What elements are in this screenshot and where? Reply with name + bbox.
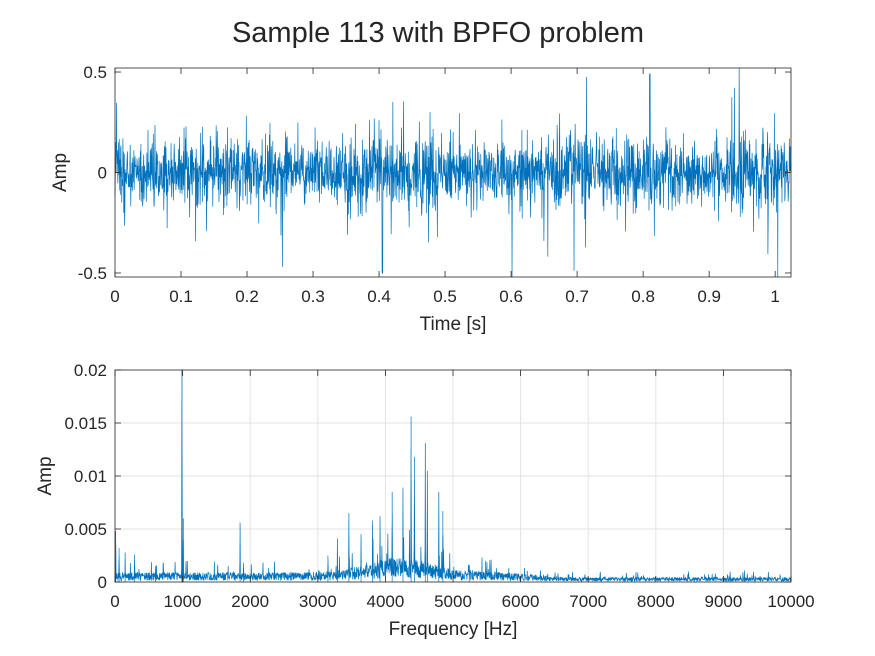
x-axis-label: Frequency [Hz]	[389, 619, 518, 640]
x-tick-label: 2000	[231, 592, 269, 611]
x-tick-label: 10000	[767, 592, 814, 611]
x-tick-label: 0	[110, 287, 119, 306]
x-tick-label: 0.6	[499, 287, 523, 306]
x-tick-label: 0.4	[367, 287, 391, 306]
x-tick-label: 0.3	[301, 287, 325, 306]
x-tick-label: 7000	[569, 592, 607, 611]
x-tick-label: 1000	[164, 592, 202, 611]
x-tick-label: 8000	[637, 592, 675, 611]
x-tick-label: 0	[110, 592, 119, 611]
x-tick-label: 1	[770, 287, 779, 306]
y-tick-label: 0.005	[64, 520, 107, 539]
y-tick-label: -0.5	[78, 264, 107, 283]
x-tick-label: 6000	[502, 592, 540, 611]
frequency-domain-series	[114, 370, 792, 583]
frequency-domain-plot: 0 1000 2000 3000 4000 5000 6000 7000 8000 9000 100…	[35, 361, 815, 640]
y-tick-label: 0.02	[74, 361, 107, 380]
y-tick-label: 0.01	[74, 467, 107, 486]
x-axis-label: Time [s]	[420, 314, 487, 335]
x-tick-label: 0.7	[565, 287, 589, 306]
y-tick-label: 0	[98, 573, 107, 592]
time-domain-plot: 0 0.1 0.2 0.3 0.4 0.5 0.6 0.7 0.8 0.9 1-0.500.5Tim…	[50, 63, 792, 335]
x-tick-label: 5000	[434, 592, 472, 611]
y-tick-label: 0.015	[64, 414, 107, 433]
x-tick-label: 4000	[366, 592, 404, 611]
y-tick-label: 0	[98, 164, 107, 183]
y-tick-label: 0.5	[83, 63, 107, 82]
x-tick-label: 0.1	[169, 287, 193, 306]
figure-title: Sample 113 with BPFO problem	[232, 17, 644, 49]
x-tick-label: 3000	[299, 592, 337, 611]
x-tick-label: 0.9	[697, 287, 721, 306]
x-tick-label: 0.2	[235, 287, 259, 306]
time-domain-series	[114, 67, 792, 278]
x-tick-label: 0.8	[631, 287, 655, 306]
x-tick-label: 0.5	[433, 287, 457, 306]
y-axis-label: Amp	[50, 153, 71, 192]
y-axis-label: Amp	[35, 456, 56, 495]
x-tick-label: 9000	[704, 592, 742, 611]
